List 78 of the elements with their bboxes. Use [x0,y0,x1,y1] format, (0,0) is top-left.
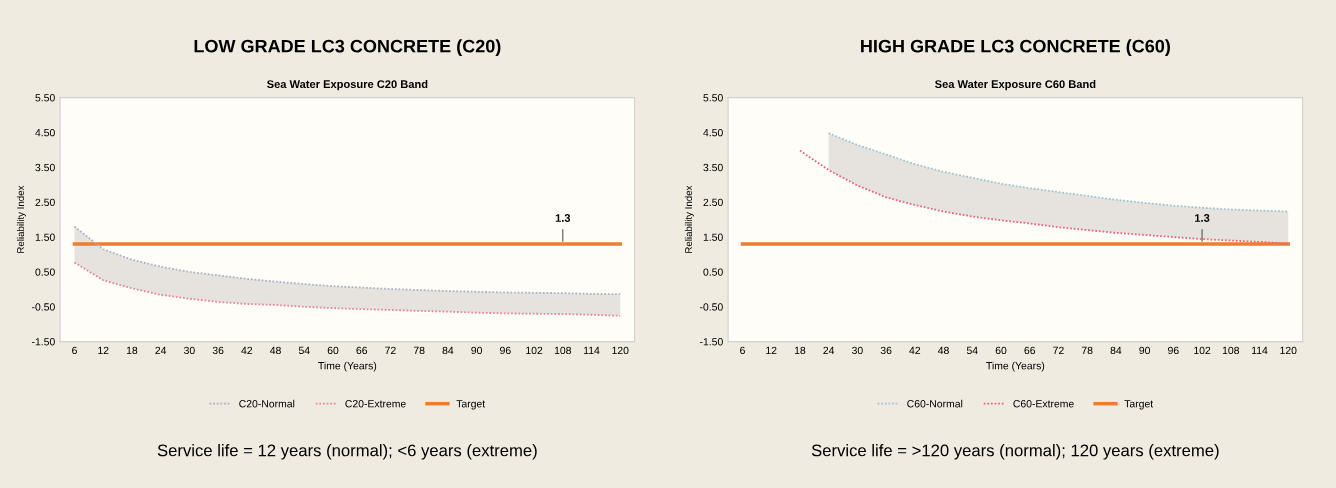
annotation: 1.3 [555,214,571,222]
y-tick-label: -1.50 [31,338,55,346]
x-tick-label: 60 [995,346,1007,355]
x-tick-label: 90 [471,346,482,355]
y-tick-label: 3.50 [35,163,55,172]
y-tick-label: 3.50 [703,163,723,172]
x-axis-title: Time (Years) [986,361,1045,372]
y-tick-label: -0.50 [31,303,55,311]
x-tick-label: 90 [1139,346,1150,355]
x-tick-label: 72 [1053,346,1064,355]
x-tick-label: 108 [554,346,572,355]
x-tick-label: 24 [823,346,835,355]
y-tick-label: -0.50 [699,303,723,311]
x-tick-label: 72 [385,346,396,355]
x-tick-label: 54 [298,346,310,355]
legend-label: C20-Extreme [345,400,406,408]
annotation: 1.3 [1195,214,1210,222]
legend-label: C20-Normal [239,399,295,408]
x-tick-label: 36 [880,346,892,355]
x-tick-label: 18 [126,346,138,355]
x-tick-label: 48 [270,346,281,355]
x-tick-label: 96 [500,346,511,355]
legend-label: Target [1124,400,1154,410]
x-tick-label: 60 [327,346,339,355]
x-tick-label: 66 [356,346,368,355]
chart-title: HIGH GRADE LC3 CONCRETE (C60) [861,39,1170,57]
y-tick-label: 2.50 [35,198,55,207]
y-tick-label: 5.50 [703,94,723,102]
legend-label: Target [456,400,486,410]
x-tick-label: 108 [1222,346,1240,355]
x-tick-label: 30 [851,346,863,355]
x-tick-label: 36 [212,346,224,355]
x-tick-label: 102 [1194,346,1211,355]
x-tick-label: 120 [612,346,629,355]
x-tick-label: 12 [98,346,109,355]
y-tick-label: 1.50 [703,233,723,241]
x-tick-label: 12 [766,346,777,355]
y-tick-label: 4.50 [703,128,723,137]
line-series [73,261,622,317]
x-axis-title: Time (Years) [318,361,377,372]
y-tick-label: -1.50 [699,338,723,346]
x-tick-label: 78 [1081,346,1093,355]
x-tick-label: 24 [155,346,167,355]
x-tick-label: 6 [740,346,745,355]
text: Service life = 12 years (normal); <6 years (extreme) [157,444,537,460]
chart-subtitle: Sea Water Exposure C20 Band [267,79,428,91]
x-tick-label: 48 [938,346,949,355]
x-tick-label: 18 [794,346,806,355]
y-tick-label: 4.50 [35,128,55,137]
x-tick-label: 30 [183,346,195,355]
y-tick-label: 1.50 [35,233,55,241]
x-tick-label: 114 [584,346,600,355]
y-tick-label: 0.50 [35,268,55,276]
x-tick-label: 6 [72,346,77,355]
x-tick-label: 78 [413,346,425,355]
y-axis-title: Reliability Index [684,185,694,253]
x-tick-label: 66 [1024,346,1036,355]
text: Service life = >120 years (normal); 120 years (extreme) [811,444,1219,460]
x-tick-label: 96 [1168,346,1179,355]
x-tick-label: 84 [442,346,454,355]
line-series [799,149,1290,245]
x-tick-label: 42 [909,346,921,355]
x-tick-label: 114 [1252,346,1268,355]
line-series [73,225,622,296]
y-tick-label: 0.50 [703,268,723,276]
line-series [827,132,1290,213]
chart-title: LOW GRADE LC3 CONCRETE (C20) [194,39,501,57]
x-tick-label: 84 [1110,346,1122,355]
x-tick-label: 120 [1280,346,1297,355]
legend-label: C60-Normal [907,399,963,408]
y-tick-label: 2.50 [703,198,723,207]
y-tick-label: 5.50 [35,94,55,102]
chart-subtitle: Sea Water Exposure C60 Band [935,79,1096,91]
legend-label: C60-Extreme [1013,400,1074,408]
x-tick-label: 54 [966,346,978,355]
x-tick-label: 42 [241,346,253,355]
x-tick-label: 102 [526,346,543,355]
y-axis-title: Reliability Index [16,185,26,253]
